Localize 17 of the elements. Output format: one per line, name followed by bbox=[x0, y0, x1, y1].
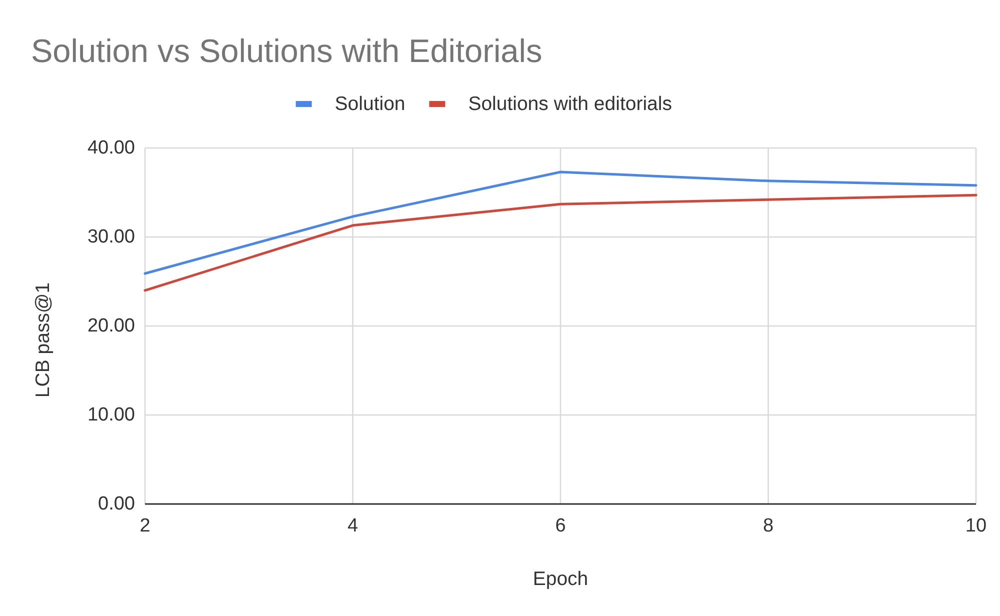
y-tick-label: 20.00 bbox=[87, 316, 135, 336]
line-series bbox=[144, 170, 978, 275]
x-tick-label: 2 bbox=[140, 516, 150, 536]
y-tick-label: 0.00 bbox=[98, 494, 135, 514]
legend-label: Solution bbox=[334, 93, 406, 115]
y-tick-label: 10.00 bbox=[87, 404, 135, 426]
y-tick-label: 40.00 bbox=[87, 138, 135, 158]
y-tick-label: 30.00 bbox=[87, 226, 135, 248]
x-tick-label: 6 bbox=[555, 516, 566, 536]
x-tick-label: 8 bbox=[762, 516, 774, 536]
x-tick-label: 4 bbox=[347, 516, 358, 536]
legend-label: Solutions with editorials bbox=[468, 93, 672, 115]
x-axis-title: Epoch bbox=[532, 568, 588, 590]
line-series bbox=[144, 194, 978, 292]
y-axis-title: LCB pass@1 bbox=[32, 282, 54, 398]
x-tick-label: 10 bbox=[965, 516, 987, 536]
chart-title: Solution vs Solutions with Editorials bbox=[31, 33, 542, 69]
